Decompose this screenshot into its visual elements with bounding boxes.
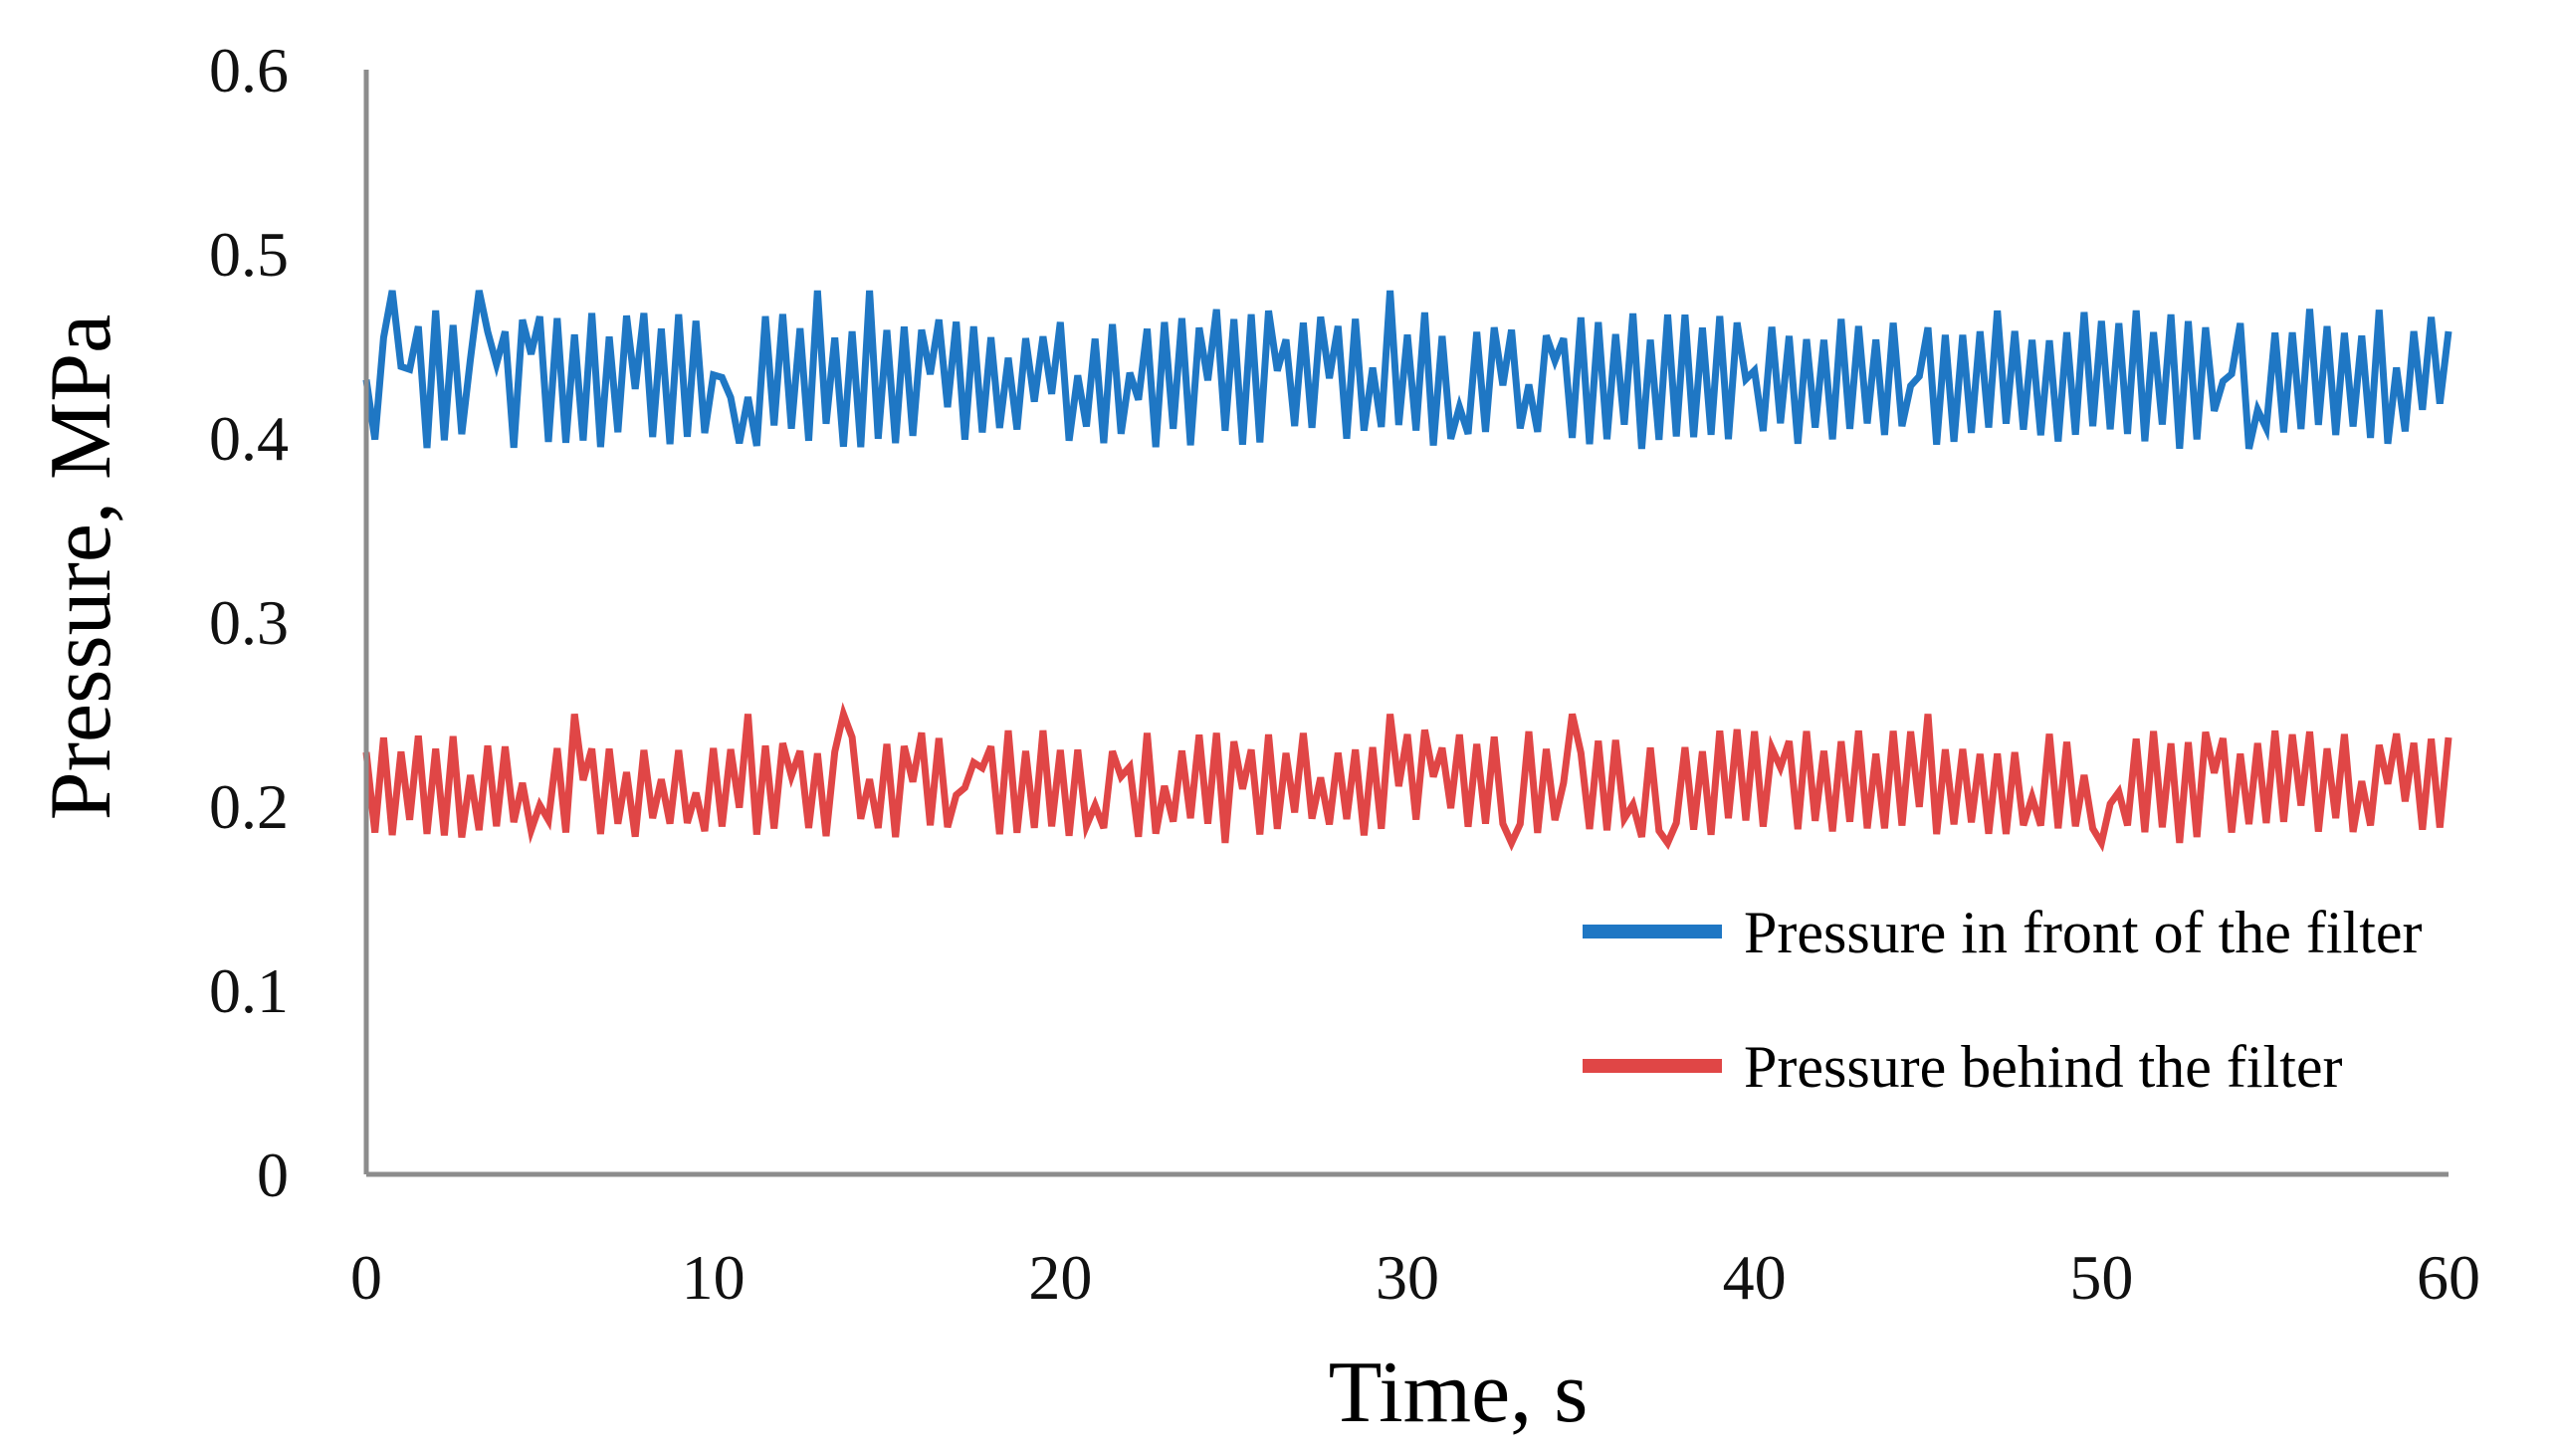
- x-tick-labels: 0 10 20 30 40 50 60: [350, 1242, 2480, 1313]
- series-line-front: [362, 290, 2452, 450]
- y-tick-label: 0.6: [209, 35, 289, 105]
- x-tick-label: 10: [682, 1242, 746, 1313]
- x-axis-title: Time, s: [1329, 1345, 1589, 1441]
- x-tick-label: 50: [2069, 1242, 2133, 1313]
- x-tick-label: 20: [1028, 1242, 1092, 1313]
- y-tick-label: 0.3: [209, 587, 289, 658]
- x-tick-label: 60: [2417, 1242, 2480, 1313]
- legend-label-front: Pressure in front of the filter: [1744, 900, 2422, 965]
- y-axis-title: Pressure, MPa: [33, 314, 129, 820]
- x-tick-label: 0: [350, 1242, 382, 1313]
- y-tick-label: 0: [257, 1140, 289, 1210]
- legend-label-behind: Pressure behind the filter: [1744, 1034, 2343, 1100]
- x-tick-label: 30: [1376, 1242, 1439, 1313]
- y-tick-label: 0.4: [209, 403, 289, 474]
- legend: Pressure in front of the filter Pressure…: [1583, 900, 2422, 1100]
- y-tick-labels: 0 0.1 0.2 0.3 0.4 0.5 0.6: [209, 35, 289, 1210]
- series-layer: [362, 290, 2452, 853]
- plot-area: [362, 70, 2452, 1177]
- y-tick-label: 0.2: [209, 771, 289, 842]
- series-line-behind: [362, 702, 2452, 853]
- y-tick-label: 0.5: [209, 219, 289, 290]
- y-tick-label: 0.1: [209, 955, 289, 1026]
- x-tick-label: 40: [1723, 1242, 1787, 1313]
